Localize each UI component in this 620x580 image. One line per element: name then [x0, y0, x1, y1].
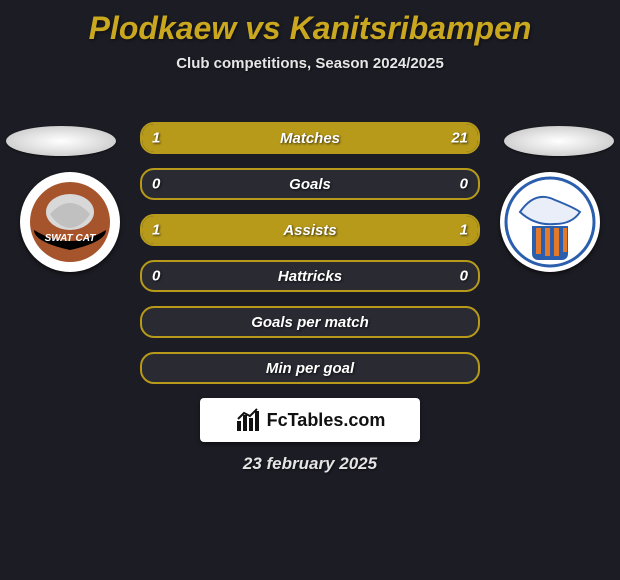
stat-row: Min per goal — [140, 352, 480, 384]
svg-text:SWAT CAT: SWAT CAT — [45, 233, 97, 244]
stat-row: Hattricks 0 0 — [140, 260, 480, 292]
club-logo-right — [500, 172, 600, 272]
stat-value-right: 0 — [460, 176, 468, 193]
stat-value-left: 0 — [152, 176, 160, 193]
club-crest-right-icon — [500, 172, 600, 272]
stat-row: Assists 1 1 — [140, 214, 480, 246]
stat-row: Matches 1 21 — [140, 122, 480, 154]
brand-badge[interactable]: FcTables.com — [200, 398, 420, 442]
brand-text: FcTables.com — [267, 410, 386, 431]
vs-separator: vs — [245, 10, 281, 46]
stat-label: Min per goal — [266, 360, 354, 377]
stat-label: Hattricks — [278, 268, 342, 285]
stat-value-left: 1 — [152, 222, 160, 239]
stat-label: Goals per match — [251, 314, 369, 331]
stat-row: Goals 0 0 — [140, 168, 480, 200]
brand-logo-icon — [235, 407, 261, 433]
club-logo-left: SWAT CAT — [20, 172, 120, 272]
stat-value-left: 0 — [152, 268, 160, 285]
player-left-name: Plodkaew — [89, 10, 237, 46]
stat-label: Assists — [283, 222, 336, 239]
stat-value-right: 21 — [451, 130, 468, 147]
stat-value-left: 1 — [152, 130, 160, 147]
stat-label: Goals — [289, 176, 331, 193]
page-subtitle: Club competitions, Season 2024/2025 — [0, 55, 620, 72]
stat-label: Matches — [280, 130, 340, 147]
page-title: Plodkaew vs Kanitsribampen — [0, 0, 620, 47]
comparison-date: 23 february 2025 — [0, 454, 620, 474]
stats-list: Matches121Goals00Assists11Hattricks00Goa… — [140, 122, 480, 384]
flag-placeholder-right — [504, 126, 614, 156]
player-right-name: Kanitsribampen — [290, 10, 532, 46]
club-crest-left-icon: SWAT CAT — [20, 172, 120, 272]
stat-row: Goals per match — [140, 306, 480, 338]
stat-value-right: 0 — [460, 268, 468, 285]
stat-value-right: 1 — [460, 222, 468, 239]
flag-placeholder-left — [6, 126, 116, 156]
